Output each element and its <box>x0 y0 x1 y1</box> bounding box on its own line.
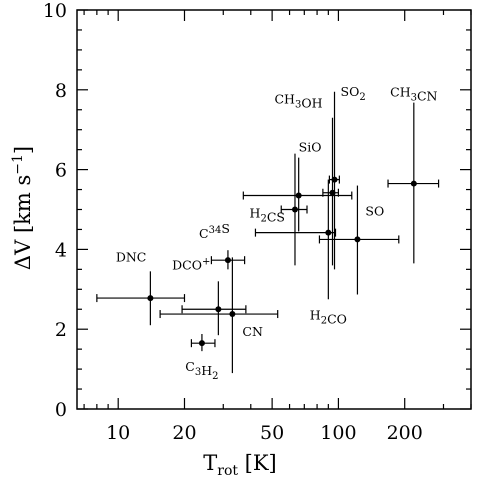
point-sio <box>242 157 353 232</box>
point-so2 <box>328 91 340 270</box>
point-h2cs <box>280 153 308 266</box>
y-tick-label: 2 <box>55 319 67 341</box>
data-point <box>410 180 417 187</box>
label-ch3cn: CH3CN <box>390 85 437 104</box>
plot-axes: 0 2 4 6 8 10 10 20 50 100 200 <box>43 0 472 444</box>
point-c3h2 <box>190 333 216 352</box>
y-tick-label: 6 <box>55 160 67 182</box>
data-point <box>147 295 154 302</box>
data-point <box>354 236 361 243</box>
y-axis-title: ΔV [km s−1] <box>10 146 35 270</box>
label-dco+: DCO+ <box>172 256 210 272</box>
x-tick-label: 50 <box>260 422 284 444</box>
data-point <box>325 229 332 236</box>
y-tick-label: 8 <box>55 80 67 102</box>
data-point <box>224 257 231 264</box>
point-dco+ <box>181 281 247 336</box>
y-tick-label: 4 <box>55 239 67 261</box>
x-tick-label: 10 <box>106 422 130 444</box>
label-so: SO <box>365 203 384 218</box>
y-tick-label: 0 <box>55 399 67 421</box>
x-tick-label: 200 <box>387 422 423 444</box>
label-sio: SiO <box>299 140 322 155</box>
point-ch3oh <box>322 117 340 266</box>
point-labels: DNC DCO+ CN C34S C3H2 H2CS SiO H2CO CH3OH SO2 SO CH… <box>116 84 438 382</box>
y-tick-label: 10 <box>43 0 67 22</box>
data-point <box>291 206 298 213</box>
data-point <box>198 340 205 347</box>
label-dnc: DNC <box>116 249 147 264</box>
label-h2cs: H2CS <box>250 205 285 224</box>
point-dnc <box>96 271 186 326</box>
x-tick-label: 20 <box>172 422 196 444</box>
label-cn: CN <box>242 324 263 339</box>
label-c34s: C34S <box>199 221 230 241</box>
point-ch3cn <box>387 102 440 264</box>
point-c34s <box>210 250 246 270</box>
x-axis-title: Trot [K] <box>203 451 277 479</box>
data-points <box>96 91 440 374</box>
data-point <box>215 306 222 313</box>
label-ch3oh: CH3OH <box>274 92 322 111</box>
data-point <box>229 311 236 318</box>
x-tick-label: 100 <box>320 422 356 444</box>
point-cn <box>159 257 279 374</box>
data-point <box>295 192 302 199</box>
point-so <box>318 185 400 295</box>
label-c3h2: C3H2 <box>185 359 218 382</box>
data-point <box>331 176 338 183</box>
label-h2co: H2CO <box>310 307 347 326</box>
label-so2: SO2 <box>341 84 366 103</box>
